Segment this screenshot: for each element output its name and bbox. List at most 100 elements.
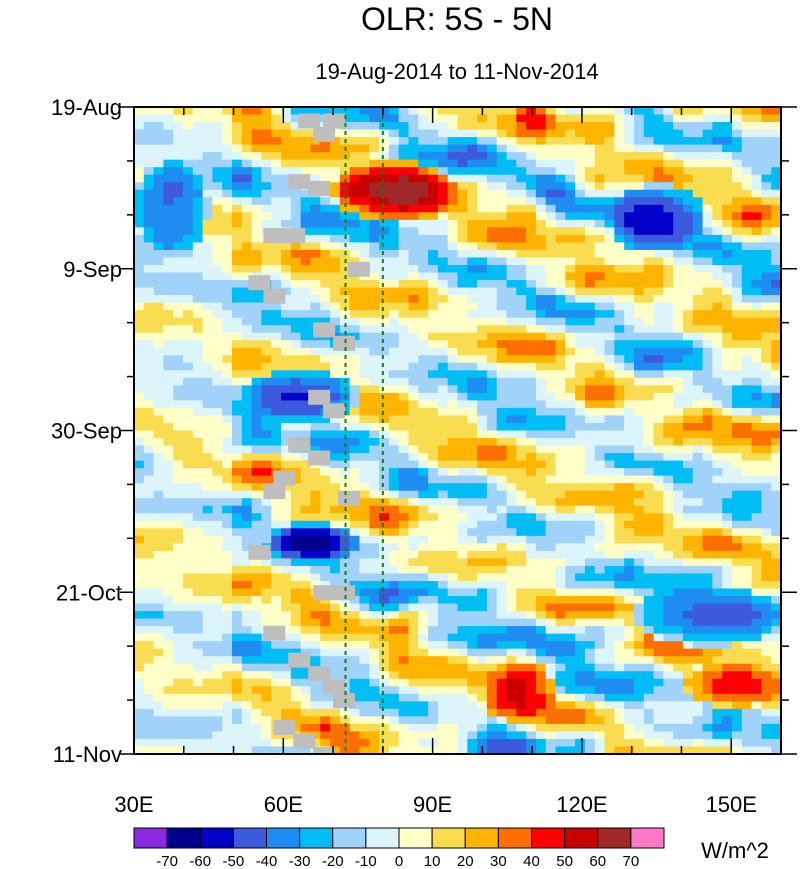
heatmap-cell xyxy=(516,197,527,206)
heatmap-cell xyxy=(633,543,645,552)
heatmap-cell xyxy=(418,422,429,432)
heatmap-cell xyxy=(134,272,145,281)
heatmap-cell xyxy=(281,114,292,123)
heatmap-cell xyxy=(310,174,321,183)
heatmap-cell xyxy=(722,520,733,529)
heatmap-cell xyxy=(290,611,302,620)
heatmap-cell xyxy=(663,377,674,386)
heatmap-cell xyxy=(565,468,576,477)
heatmap-cell xyxy=(192,219,204,228)
heatmap-cell xyxy=(486,212,498,221)
heatmap-cell xyxy=(653,219,664,228)
heatmap-cell xyxy=(153,498,165,507)
heatmap-cell xyxy=(673,453,684,462)
heatmap-cell xyxy=(555,663,566,672)
heatmap-cell xyxy=(300,234,312,244)
heatmap-cell xyxy=(428,573,439,582)
heatmap-cell xyxy=(457,415,468,424)
heatmap-cell xyxy=(712,656,723,665)
heatmap-cell xyxy=(663,445,674,454)
heatmap-cell xyxy=(663,212,674,221)
heatmap-cell xyxy=(614,588,625,597)
heatmap-cell xyxy=(290,596,302,605)
heatmap-cell xyxy=(614,355,625,364)
heatmap-cell xyxy=(379,295,390,304)
heatmap-cell xyxy=(516,295,527,304)
heatmap-cell xyxy=(300,167,312,176)
heatmap-cell xyxy=(349,249,361,259)
heatmap-cell xyxy=(251,618,263,627)
heatmap-cell xyxy=(251,107,263,116)
heatmap-cell xyxy=(731,565,743,575)
heatmap-cell xyxy=(310,310,321,319)
heatmap-cell xyxy=(202,648,214,657)
heatmap-cell xyxy=(428,565,439,575)
heatmap-cell xyxy=(692,174,704,183)
heatmap-cell xyxy=(388,219,400,228)
heatmap-cell xyxy=(261,656,272,665)
heatmap-cell xyxy=(173,114,184,123)
heatmap-cell xyxy=(526,189,537,198)
heatmap-cell xyxy=(731,219,743,228)
heatmap-cell xyxy=(702,385,713,394)
heatmap-cell xyxy=(722,122,733,131)
heatmap-cell xyxy=(565,107,576,116)
heatmap-cell xyxy=(251,385,263,394)
heatmap-cell xyxy=(251,407,263,417)
heatmap-cell xyxy=(565,438,576,447)
heatmap-cell xyxy=(477,611,488,620)
heatmap-cell xyxy=(653,580,664,590)
heatmap-cell xyxy=(565,385,576,394)
heatmap-cell xyxy=(771,152,781,161)
heatmap-cell xyxy=(614,656,625,665)
heatmap-cell xyxy=(212,272,223,281)
heatmap-cell xyxy=(496,302,508,311)
heatmap-cell xyxy=(624,596,635,605)
heatmap-cell xyxy=(232,618,243,627)
heatmap-cell xyxy=(212,603,223,612)
heatmap-cell xyxy=(418,528,429,537)
heatmap-cell xyxy=(202,407,214,417)
heatmap-cell xyxy=(496,407,508,417)
heatmap-cell xyxy=(183,234,194,244)
heatmap-cell xyxy=(575,385,586,394)
heatmap-cell xyxy=(143,611,155,620)
heatmap-cell xyxy=(428,468,439,477)
heatmap-cell xyxy=(349,520,361,529)
heatmap-cell xyxy=(369,174,380,183)
heatmap-cell xyxy=(565,377,576,386)
heatmap-cell xyxy=(673,370,684,379)
heatmap-cell xyxy=(673,137,684,146)
heatmap-cell xyxy=(300,626,312,635)
heatmap-cell xyxy=(349,257,361,266)
heatmap-cell xyxy=(702,129,713,138)
heatmap-cell xyxy=(408,385,419,394)
heatmap-cell xyxy=(232,362,243,371)
heatmap-cell xyxy=(183,483,194,492)
heatmap-cell xyxy=(731,445,743,454)
heatmap-cell xyxy=(163,370,174,379)
heatmap-cell xyxy=(437,302,449,311)
heatmap-cell xyxy=(741,535,753,544)
heatmap-cell xyxy=(408,264,419,274)
heatmap-cell xyxy=(261,362,272,371)
heatmap-cell xyxy=(143,483,155,492)
heatmap-cell xyxy=(731,234,743,244)
heatmap-cell xyxy=(741,197,753,206)
heatmap-cell xyxy=(741,528,753,537)
heatmap-cell xyxy=(624,144,635,153)
heatmap-cell xyxy=(300,249,312,259)
heatmap-cell xyxy=(614,603,625,612)
heatmap-cell xyxy=(604,310,615,319)
heatmap-cell xyxy=(310,550,321,559)
heatmap-cell xyxy=(398,355,410,364)
heatmap-cell xyxy=(526,513,537,522)
heatmap-cell xyxy=(751,641,762,650)
heatmap-cell xyxy=(751,144,762,153)
heatmap-cell xyxy=(741,264,753,274)
heatmap-cell xyxy=(398,182,410,191)
heatmap-cell xyxy=(682,167,694,176)
heatmap-cell xyxy=(633,122,645,131)
heatmap-cell xyxy=(330,565,341,575)
heatmap-cell xyxy=(555,603,566,612)
